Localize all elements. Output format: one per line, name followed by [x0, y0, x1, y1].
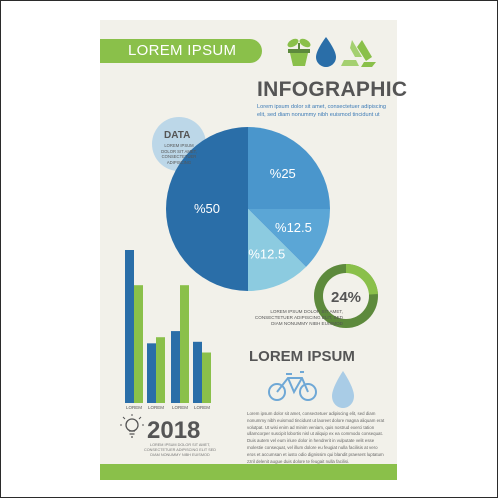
bar	[202, 352, 211, 403]
poster-graphics: %50 %25 %12.5 %12.5 LOREM LOREM LOREM LOREM 24…	[120, 37, 378, 438]
bar	[156, 337, 165, 403]
pie-slice	[248, 209, 306, 291]
bar	[193, 341, 202, 403]
data-bubble-text: LOREM IPSUM DOLOR SIT AMET, CONSECTETUER…	[161, 143, 197, 165]
year-value: 2018	[147, 417, 201, 444]
bar	[125, 250, 134, 403]
ring-gauge: 24%	[314, 264, 378, 328]
bottom-paragraph: Lorem ipsum dolor sit amet, consectetuer…	[247, 411, 385, 464]
bar	[171, 331, 180, 403]
top-banner: LOREM IPSUM	[100, 39, 262, 63]
bar-chart: LOREM LOREM LOREM LOREM	[125, 250, 211, 410]
banner-title: LOREM IPSUM	[128, 42, 237, 59]
infographic-poster: LOREM IPSUM %50 %25 %12.5 %12.5	[100, 20, 407, 480]
light-bulb-icon	[120, 414, 144, 438]
pie-slice	[166, 127, 248, 291]
year-caption: LOREM IPSUM DOLOR SIT AMET, CONSECTETUER…	[143, 443, 217, 457]
pie-slice	[248, 209, 330, 267]
pie-slice-label: %50	[194, 201, 220, 216]
water-drop-icon	[316, 37, 336, 67]
bar-category-label: LOREM	[126, 405, 142, 410]
recycle-icon	[341, 40, 376, 67]
water-drop-icon	[332, 371, 354, 408]
pie-slice-label: %12.5	[275, 220, 312, 235]
pie-caption: LOREM IPSUM DOLOR SIT AMET, CONSECTETUER…	[254, 309, 343, 326]
section-title: LOREM IPSUM	[249, 348, 355, 365]
bar	[147, 343, 156, 403]
plant-pot-icon	[287, 38, 311, 66]
bar-category-label: LOREM	[194, 405, 210, 410]
ring-inner	[323, 273, 369, 319]
bar	[180, 285, 189, 403]
data-bubble-title: DATA	[164, 130, 191, 141]
ring-label: 24%	[331, 289, 361, 306]
infographic-title: INFOGRAPHIC	[257, 78, 408, 101]
pie-slice	[248, 127, 330, 209]
pie-slice-label: %25	[270, 166, 296, 181]
pie-chart: %50 %25 %12.5 %12.5	[166, 127, 330, 291]
pie-slice-label: %12.5	[248, 246, 285, 261]
infographic-subtitle: Lorem ipsum dolor sit amet, consectetuer…	[257, 104, 387, 118]
bar-category-label: LOREM	[148, 405, 164, 410]
bicycle-icon	[268, 371, 317, 401]
bar	[134, 285, 143, 403]
footer-bar	[100, 464, 397, 480]
bar-category-label: LOREM	[172, 405, 188, 410]
